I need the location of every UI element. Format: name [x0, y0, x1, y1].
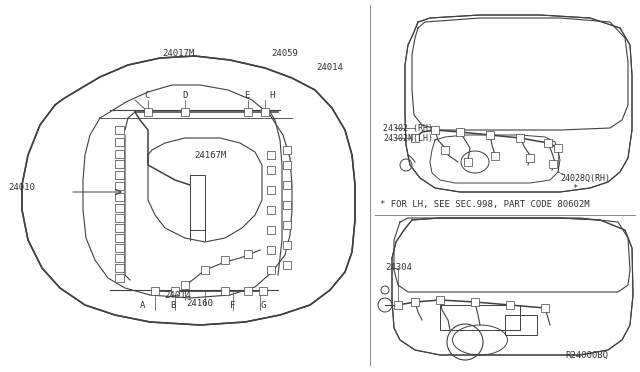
Bar — [115, 274, 124, 282]
Bar — [115, 204, 124, 212]
Bar — [394, 301, 402, 309]
Text: C: C — [144, 91, 150, 100]
Bar — [436, 296, 444, 304]
Bar — [267, 166, 275, 174]
Polygon shape — [405, 15, 632, 192]
Text: *: * — [572, 183, 577, 192]
Bar — [526, 154, 534, 162]
Bar — [471, 298, 479, 306]
Bar — [267, 246, 275, 254]
Bar — [115, 193, 124, 201]
Bar — [115, 171, 124, 179]
Bar — [181, 281, 189, 289]
Bar — [115, 224, 124, 232]
Bar — [115, 126, 124, 134]
Bar — [541, 304, 549, 312]
Text: 24302 (RH): 24302 (RH) — [383, 124, 433, 132]
Text: 24014: 24014 — [317, 63, 344, 72]
Bar — [181, 108, 189, 116]
Text: E: E — [244, 91, 250, 100]
Text: A: A — [140, 301, 146, 310]
Bar — [171, 287, 179, 295]
Text: H: H — [269, 91, 275, 100]
Bar — [506, 301, 514, 309]
Bar — [244, 287, 252, 295]
Bar — [411, 298, 419, 306]
Bar — [283, 261, 291, 269]
Bar — [431, 126, 439, 134]
Text: 24059: 24059 — [271, 49, 298, 58]
Bar — [221, 256, 229, 264]
Bar — [283, 161, 291, 169]
Text: B: B — [170, 301, 176, 310]
Bar — [283, 146, 291, 154]
Bar — [261, 108, 269, 116]
Bar — [440, 305, 520, 330]
Bar — [456, 128, 464, 136]
Bar — [544, 139, 552, 147]
Text: 24167M: 24167M — [194, 151, 226, 160]
Bar — [516, 134, 524, 142]
Bar — [115, 138, 124, 146]
Bar — [491, 152, 499, 160]
Bar — [267, 226, 275, 234]
Text: R24000BQ: R24000BQ — [565, 350, 608, 359]
Bar — [151, 287, 159, 295]
Bar — [115, 182, 124, 190]
Bar — [244, 250, 252, 258]
Bar — [441, 146, 449, 154]
Bar — [554, 144, 562, 152]
Bar — [283, 221, 291, 229]
Bar — [115, 150, 124, 158]
Text: 24302N(LH): 24302N(LH) — [383, 134, 433, 142]
Text: 24014: 24014 — [164, 291, 191, 300]
Bar — [267, 186, 275, 194]
Bar — [267, 266, 275, 274]
Bar — [411, 134, 419, 142]
Bar — [267, 206, 275, 214]
Bar — [144, 108, 152, 116]
Text: 24160: 24160 — [187, 299, 213, 308]
Text: 24028Q(RH): 24028Q(RH) — [560, 173, 610, 183]
Bar — [115, 244, 124, 252]
Bar — [115, 254, 124, 262]
Polygon shape — [392, 218, 633, 355]
Text: D: D — [182, 91, 188, 100]
Bar — [259, 287, 267, 295]
Bar — [486, 131, 494, 139]
Polygon shape — [22, 56, 355, 325]
Bar — [221, 287, 229, 295]
Text: F: F — [230, 301, 236, 310]
Bar — [283, 181, 291, 189]
Bar — [115, 234, 124, 242]
Bar — [464, 158, 472, 166]
Bar — [244, 108, 252, 116]
Bar — [201, 266, 209, 274]
Bar — [267, 151, 275, 159]
Bar — [283, 201, 291, 209]
Text: G: G — [260, 301, 266, 310]
Bar — [549, 160, 557, 168]
Bar — [115, 214, 124, 222]
Bar — [115, 264, 124, 272]
Bar — [115, 160, 124, 168]
Text: 24017M: 24017M — [162, 49, 194, 58]
Text: 24010: 24010 — [8, 183, 35, 192]
Bar — [283, 241, 291, 249]
Bar — [505, 315, 537, 335]
Text: * FOR LH, SEE SEC.998, PART CODE 80602M: * FOR LH, SEE SEC.998, PART CODE 80602M — [380, 201, 589, 209]
Text: 24304: 24304 — [385, 263, 412, 273]
